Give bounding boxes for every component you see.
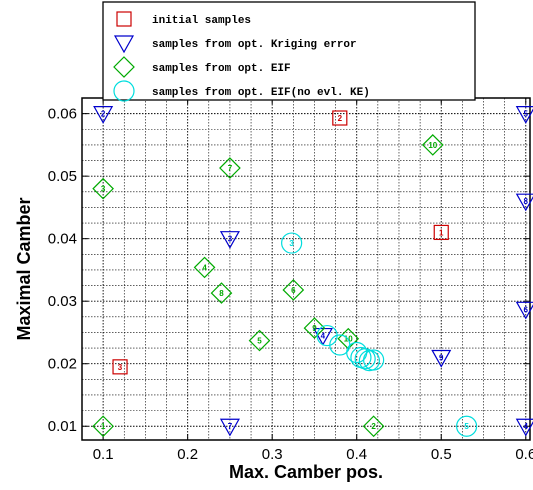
point-label: 7 [228, 164, 233, 173]
kriging-error-sample-point [93, 106, 114, 124]
point-label: 5 [524, 110, 529, 119]
kriging-error-sample-point [219, 231, 240, 249]
x-tick-label: 0.3 [262, 446, 283, 463]
x-tick-label: 0.5 [431, 446, 452, 463]
point-label: 2 [371, 422, 376, 431]
axis-ticks: 0.1 0.2 0.3 0.4 0.5 0.6 0.01 0.02 0.03 0.04 0.05 0.… [48, 98, 533, 463]
kriging-error-sample-point [312, 327, 333, 346]
legend-label: samples from opt. EIF [152, 63, 291, 75]
legend-label: samples from opt. EIF(no evl. KE) [152, 87, 370, 99]
point-label: 3 [289, 239, 294, 248]
point-label: 8 [524, 197, 529, 206]
y-tick-label: 0.04 [48, 231, 77, 248]
point-label: 9 [439, 353, 444, 362]
eif-sample-point [193, 256, 216, 279]
point-label: 8 [219, 289, 224, 298]
point-label: 9 [312, 324, 317, 333]
legend-marker [113, 35, 135, 54]
kriging-error-sample-point [515, 418, 533, 437]
kriging-error-sample-point [219, 418, 240, 437]
eif-sample-point [303, 317, 326, 339]
point-label: 3 [101, 185, 106, 194]
eif-sample-point [219, 157, 241, 179]
eif-no-evl-sample-point [354, 348, 376, 370]
eif-sample-point [362, 415, 385, 438]
x-tick-label: 0.4 [346, 446, 367, 463]
eif-sample-point [92, 415, 114, 438]
plot-frame [81, 97, 531, 441]
y-axis-title: Maximal Camber [14, 197, 34, 340]
x-tick-label: 0.6 [515, 446, 533, 463]
point-label: 4 [202, 263, 207, 272]
x-tick-label: 0.2 [177, 446, 198, 463]
legend-marker [113, 80, 135, 102]
point-label: 5 [464, 422, 469, 431]
kriging-error-sample-point [515, 106, 533, 124]
kriging-error-sample-point [515, 193, 533, 212]
point-label: 5 [257, 337, 262, 346]
point-label: 2 [101, 110, 106, 119]
point-label: 7 [228, 422, 233, 431]
eif-no-evl-sample-point [281, 232, 303, 254]
x-axis-title: Max. Camber pos. [229, 462, 383, 482]
point-label: 10 [428, 141, 437, 150]
initial-sample-point [332, 110, 348, 126]
eif-no-evl-sample-point [363, 349, 385, 371]
point-label: 3 [118, 363, 123, 372]
eif-sample-point [92, 177, 114, 200]
legend-label: initial samples [152, 15, 251, 27]
legend: initial samples samples from opt. Kriging… [102, 1, 476, 102]
eif-no-evl-sample-point [456, 415, 478, 437]
point-label: 6 [524, 305, 529, 314]
eif-sample-point [210, 282, 233, 304]
y-tick-label: 0.02 [48, 356, 77, 373]
grid [82, 97, 530, 440]
eif-sample-point [282, 279, 305, 301]
y-tick-label: 0.06 [48, 106, 77, 123]
eif-sample-point [421, 134, 444, 156]
point-label: 4 [524, 422, 529, 431]
eif-sample-point [248, 329, 271, 352]
legend-box [102, 1, 476, 101]
point-label: 4 [321, 332, 326, 341]
point-label: 1 [439, 228, 444, 237]
point-label: 3 [228, 235, 233, 244]
point-label: 2 [338, 114, 343, 123]
point-label: 6 [291, 286, 296, 295]
y-tick-label: 0.03 [48, 293, 77, 310]
kriging-error-sample-point [515, 301, 533, 320]
legend-label: samples from opt. Kriging error [152, 39, 357, 51]
initial-sample-point [112, 359, 128, 375]
kriging-error-sample-point [431, 349, 452, 368]
point-label: 1 [101, 422, 106, 431]
legend-marker [116, 11, 132, 27]
y-tick-label: 0.05 [48, 168, 77, 185]
x-tick-label: 0.1 [93, 446, 114, 463]
legend-marker [113, 56, 135, 78]
initial-sample-point [433, 224, 449, 241]
y-tick-label: 0.01 [48, 418, 77, 435]
